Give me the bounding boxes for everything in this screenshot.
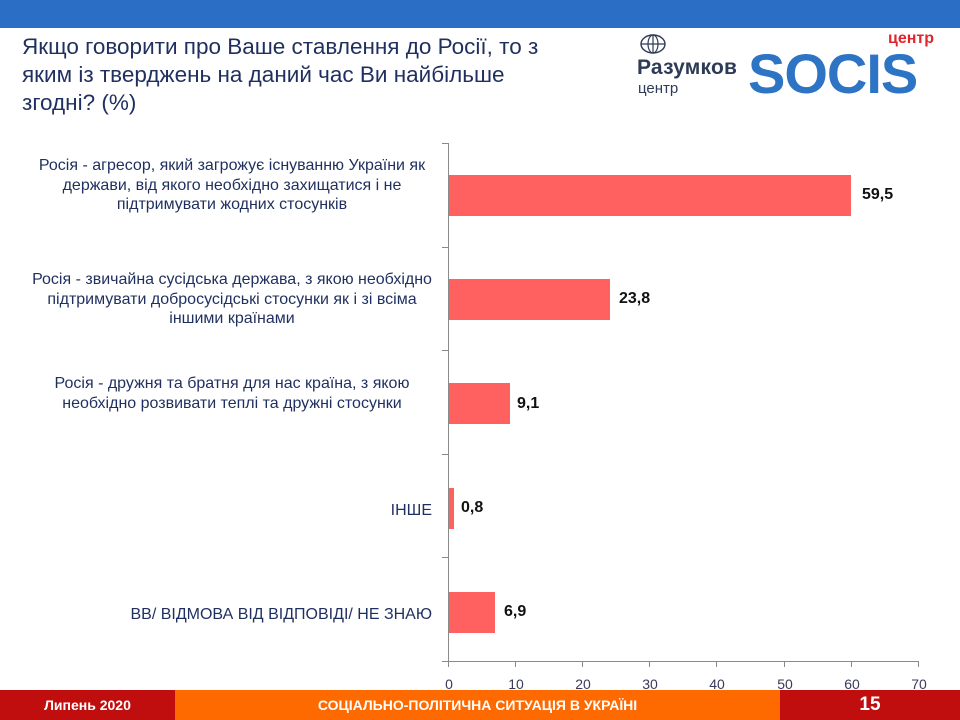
x-tick <box>784 661 785 667</box>
razumkov-name: Разумков <box>637 56 738 79</box>
value-label: 9,1 <box>517 395 540 412</box>
top-banner <box>0 0 960 28</box>
y-axis <box>448 143 449 662</box>
x-tick <box>716 661 717 667</box>
x-tick <box>582 661 583 667</box>
category-label: ВВ/ ВІДМОВА ВІД ВІДПОВІДІ/ НЕ ЗНАЮ <box>130 606 432 623</box>
value-label: 6,9 <box>504 603 527 620</box>
socis-centr-label: центр <box>887 30 934 47</box>
x-tick-label: 20 <box>575 676 591 692</box>
bar-no-answer <box>449 592 495 633</box>
globe-icon <box>640 34 666 54</box>
bar-neighbor <box>449 279 610 320</box>
y-tick <box>442 557 448 558</box>
value-label: 23,8 <box>619 290 651 307</box>
x-tick-label: 60 <box>844 676 860 692</box>
footer-subject: СОЦІАЛЬНО-ПОЛІТИЧНА СИТУАЦІЯ В УКРАЇНІ <box>175 690 780 720</box>
footer-date: Липень 2020 <box>0 690 175 720</box>
x-tick <box>851 661 852 667</box>
razumkov-subtitle: центр <box>638 80 679 97</box>
x-tick-label: 0 <box>445 676 453 692</box>
x-tick <box>918 661 919 667</box>
y-tick <box>442 350 448 351</box>
x-tick-label: 30 <box>642 676 658 692</box>
bar-other <box>449 488 454 529</box>
socis-wordmark: SOCIS <box>748 42 918 105</box>
value-label: 59,5 <box>862 186 894 203</box>
category-label: Росія - звичайна сусідська держава, з як… <box>32 271 432 327</box>
x-tick <box>515 661 516 667</box>
bar-friendly <box>449 383 510 424</box>
category-label: Росія - агресор, який загрожує існуванню… <box>38 157 426 213</box>
x-tick <box>649 661 650 667</box>
x-tick-label: 50 <box>777 676 793 692</box>
page-number: 15 <box>780 690 960 720</box>
category-label: Росія - дружня та братня для нас країна,… <box>54 375 410 412</box>
category-label: ІНШЕ <box>390 502 432 519</box>
y-tick <box>442 247 448 248</box>
bar-aggressor <box>449 175 851 216</box>
footer-bar: Липень 2020 СОЦІАЛЬНО-ПОЛІТИЧНА СИТУАЦІЯ… <box>0 690 960 720</box>
y-tick <box>442 143 448 144</box>
value-label: 0,8 <box>461 499 484 516</box>
x-tick-label: 70 <box>911 676 927 692</box>
x-axis <box>442 661 919 662</box>
x-tick-label: 10 <box>508 676 524 692</box>
x-tick <box>448 661 449 667</box>
razumkov-logo: Разумков центр <box>636 34 756 100</box>
y-tick <box>442 454 448 455</box>
socis-logo: центр SOCIS <box>748 30 948 105</box>
slide-title: Якщо говорити про Ваше ставлення до Росі… <box>22 34 539 115</box>
x-tick-label: 40 <box>709 676 725 692</box>
